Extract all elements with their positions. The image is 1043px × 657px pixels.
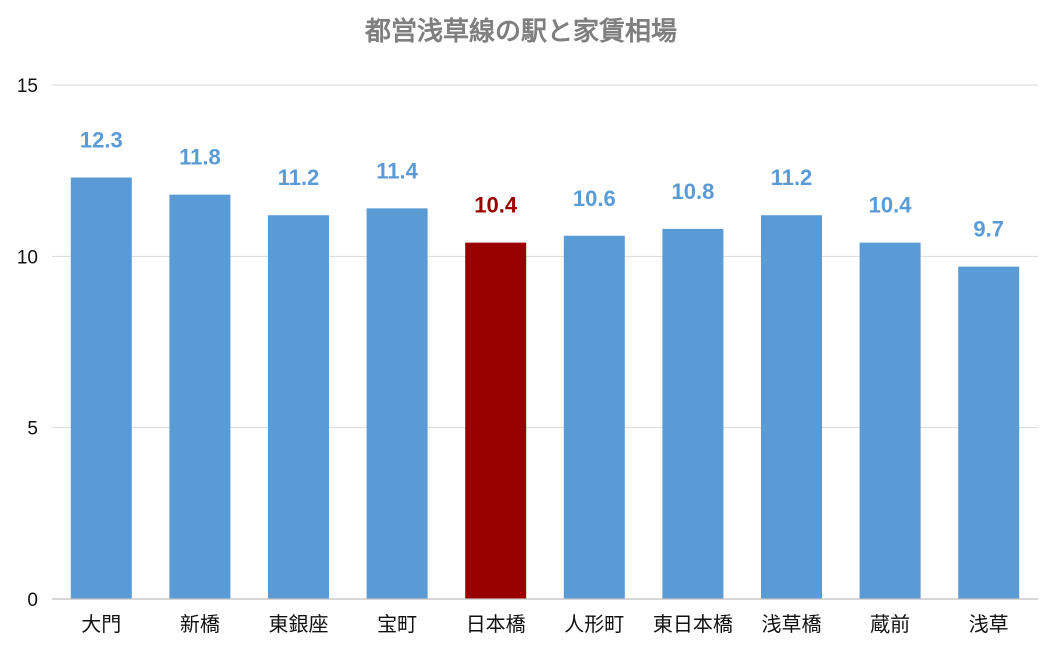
bar-新橋 <box>169 194 231 600</box>
data-label: 11.2 <box>771 165 813 190</box>
data-label: 12.3 <box>80 128 123 153</box>
data-label: 11.8 <box>179 145 221 170</box>
chart-title: 都営浅草線の駅と家賃相場 <box>364 16 677 47</box>
x-tick-label: 蔵前 <box>870 612 910 636</box>
data-labels: 12.3 11.8 11.2 11.4 10.4 10.6 10.8 11.2 10.4 9.7 <box>80 128 1004 242</box>
bar-東日本橋 <box>662 228 724 600</box>
bars <box>70 177 1020 600</box>
x-tick-label: 日本橋 <box>466 612 526 636</box>
bar-日本橋 <box>465 242 527 600</box>
data-label: 10.4 <box>869 193 913 218</box>
x-tick-label: 浅草 <box>969 612 1009 636</box>
bar-宝町 <box>366 208 428 600</box>
y-tick-label: 0 <box>27 590 38 611</box>
data-label: 10.4 <box>474 193 518 218</box>
x-tick-label: 宝町 <box>377 612 417 636</box>
data-label: 9.7 <box>973 217 1004 242</box>
y-tick-label: 5 <box>27 419 38 440</box>
y-tick-label: 10 <box>17 247 38 268</box>
y-tick-label: 15 <box>17 76 38 97</box>
y-axis: 0 5 10 15 <box>17 76 38 611</box>
x-tick-label: 大門 <box>81 612 121 636</box>
data-label: 10.6 <box>573 186 616 211</box>
x-tick-label: 浅草橋 <box>762 612 822 636</box>
bar-浅草橋 <box>761 215 822 600</box>
bar-大門 <box>70 177 132 599</box>
bar-浅草 <box>958 266 1020 599</box>
data-label: 11.2 <box>278 165 320 190</box>
x-tick-label: 新橋 <box>180 612 220 636</box>
data-label: 10.8 <box>671 179 714 204</box>
x-tick-label: 東日本橋 <box>653 612 733 636</box>
x-tick-label: 東銀座 <box>269 612 329 636</box>
x-axis: 大門 新橋 東銀座 宝町 日本橋 人形町 東日本橋 浅草橋 蔵前 浅草 <box>52 598 1038 636</box>
x-tick-label: 人形町 <box>564 612 624 636</box>
bar-東銀座 <box>268 215 329 600</box>
data-label: 11.4 <box>376 158 418 183</box>
bar-人形町 <box>563 235 625 600</box>
bar-蔵前 <box>859 242 921 600</box>
